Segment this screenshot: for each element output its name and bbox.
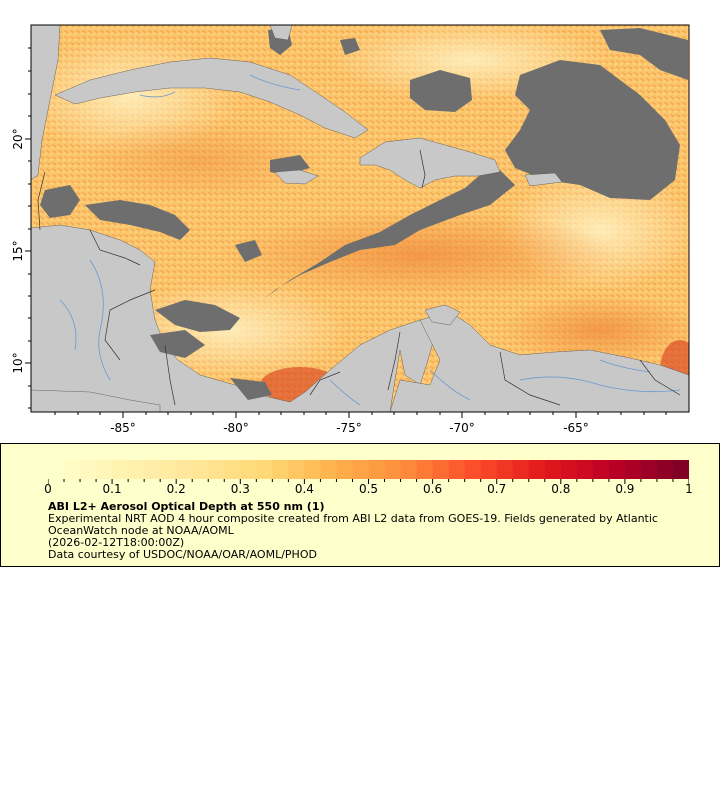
- colorbar-segment: [288, 460, 305, 479]
- colorbar-segment: [528, 460, 546, 479]
- colorbar-label: 0.6: [423, 482, 443, 496]
- colorbar-segment: [192, 460, 209, 479]
- land-masses: [31, 25, 689, 412]
- colorbar-segment: [176, 460, 193, 479]
- y-label-15n: 15°: [11, 240, 25, 261]
- map-frame: [30, 24, 690, 413]
- x-label-65w: -65°: [563, 421, 589, 435]
- y-axis-ticks: [25, 47, 31, 409]
- colorbar-label: 0.9: [615, 482, 635, 496]
- cloud-mask: [40, 28, 688, 368]
- colorbar-label: 0.1: [102, 482, 122, 496]
- colorbar-segment: [240, 460, 257, 479]
- colorbar-segment: [608, 460, 626, 479]
- colorbar-segment: [144, 460, 161, 479]
- colorbar-segment: [560, 460, 578, 479]
- colorbar-segment: [48, 460, 65, 479]
- colorbar-segment: [96, 460, 113, 479]
- colorbar-label: 1: [685, 482, 693, 496]
- rivers: [59, 74, 681, 406]
- colorbar-segment: [464, 460, 482, 479]
- colorbar-label: 0.5: [358, 482, 379, 496]
- colorbar-segment: [496, 460, 514, 479]
- colorbar-segment: [576, 460, 594, 479]
- colorbar-segment: [592, 460, 610, 479]
- colorbar-segment: [64, 460, 81, 479]
- colorbar-segment: [368, 460, 386, 479]
- colorbar-segment: [640, 460, 658, 479]
- legend-credit: Data courtesy of USDOC/NOAA/OAR/AOML/PHO…: [48, 548, 317, 561]
- x-label-75w: -75°: [336, 421, 362, 435]
- aod-map: -85° -80° -75° -70° -65° 20° 15° 10°: [11, 24, 690, 435]
- colorbar-segment: [416, 460, 434, 479]
- x-label-85w: -85°: [110, 421, 136, 435]
- x-label-80w: -80°: [223, 421, 249, 435]
- colorbar-segment: [448, 460, 466, 479]
- legend-timestamp: (2026-02-12T18:00:00Z): [48, 536, 185, 549]
- colorbar-segment: [544, 460, 562, 479]
- colorbar-segment: [656, 460, 674, 479]
- colorbar-segment: [224, 460, 241, 479]
- colorbar-segment: [256, 460, 273, 479]
- map-area: -85° -80° -75° -70° -65° 20° 15° 10°: [11, 24, 690, 435]
- colorbar-label: 0: [44, 482, 52, 496]
- colorbar-segment: [112, 460, 129, 479]
- colorbar-segment: [672, 460, 689, 479]
- legend-panel: 0 0.1 0.2 0.3 0.4 0.5 0.6 0.7 0.8 0.9 1 ABI L2+ Ae…: [0, 443, 720, 567]
- colorbar-segment: [480, 460, 498, 479]
- colorbar-label: 0.2: [166, 482, 186, 496]
- x-axis-ticks: [54, 412, 667, 418]
- colorbar-segment: [272, 460, 289, 479]
- colorbar-label: 0.8: [551, 482, 571, 496]
- colorbar-segment: [432, 460, 450, 479]
- legend-title: ABI L2+ Aerosol Optical Depth at 550 nm …: [48, 500, 325, 513]
- legend-description: Experimental NRT AOD 4 hour composite cr…: [48, 512, 658, 537]
- colorbar-label: 0.3: [230, 482, 250, 496]
- colorbar-segment: [624, 460, 642, 479]
- y-label-10n: 10°: [11, 352, 25, 373]
- colorbar-segment: [80, 460, 97, 479]
- colorbar-segment: [320, 460, 337, 479]
- y-label-20n: 20°: [11, 128, 25, 149]
- colorbar-segment: [400, 460, 418, 479]
- colorbar-label: 0.7: [487, 482, 507, 496]
- colorbar-segment: [384, 460, 402, 479]
- colorbar-segment: [304, 460, 321, 479]
- colorbar-ticks: [48, 479, 689, 484]
- colorbar-segment: [336, 460, 353, 479]
- colorbar-segment: [128, 460, 145, 479]
- colorbar: [48, 460, 689, 479]
- colorbar-segment: [160, 460, 177, 479]
- colorbar-segment: [208, 460, 225, 479]
- x-label-70w: -70°: [449, 421, 475, 435]
- colorbar-label: 0.4: [294, 482, 314, 496]
- country-borders: [37, 149, 681, 406]
- colorbar-segment: [352, 460, 369, 479]
- colorbar-segment: [512, 460, 530, 479]
